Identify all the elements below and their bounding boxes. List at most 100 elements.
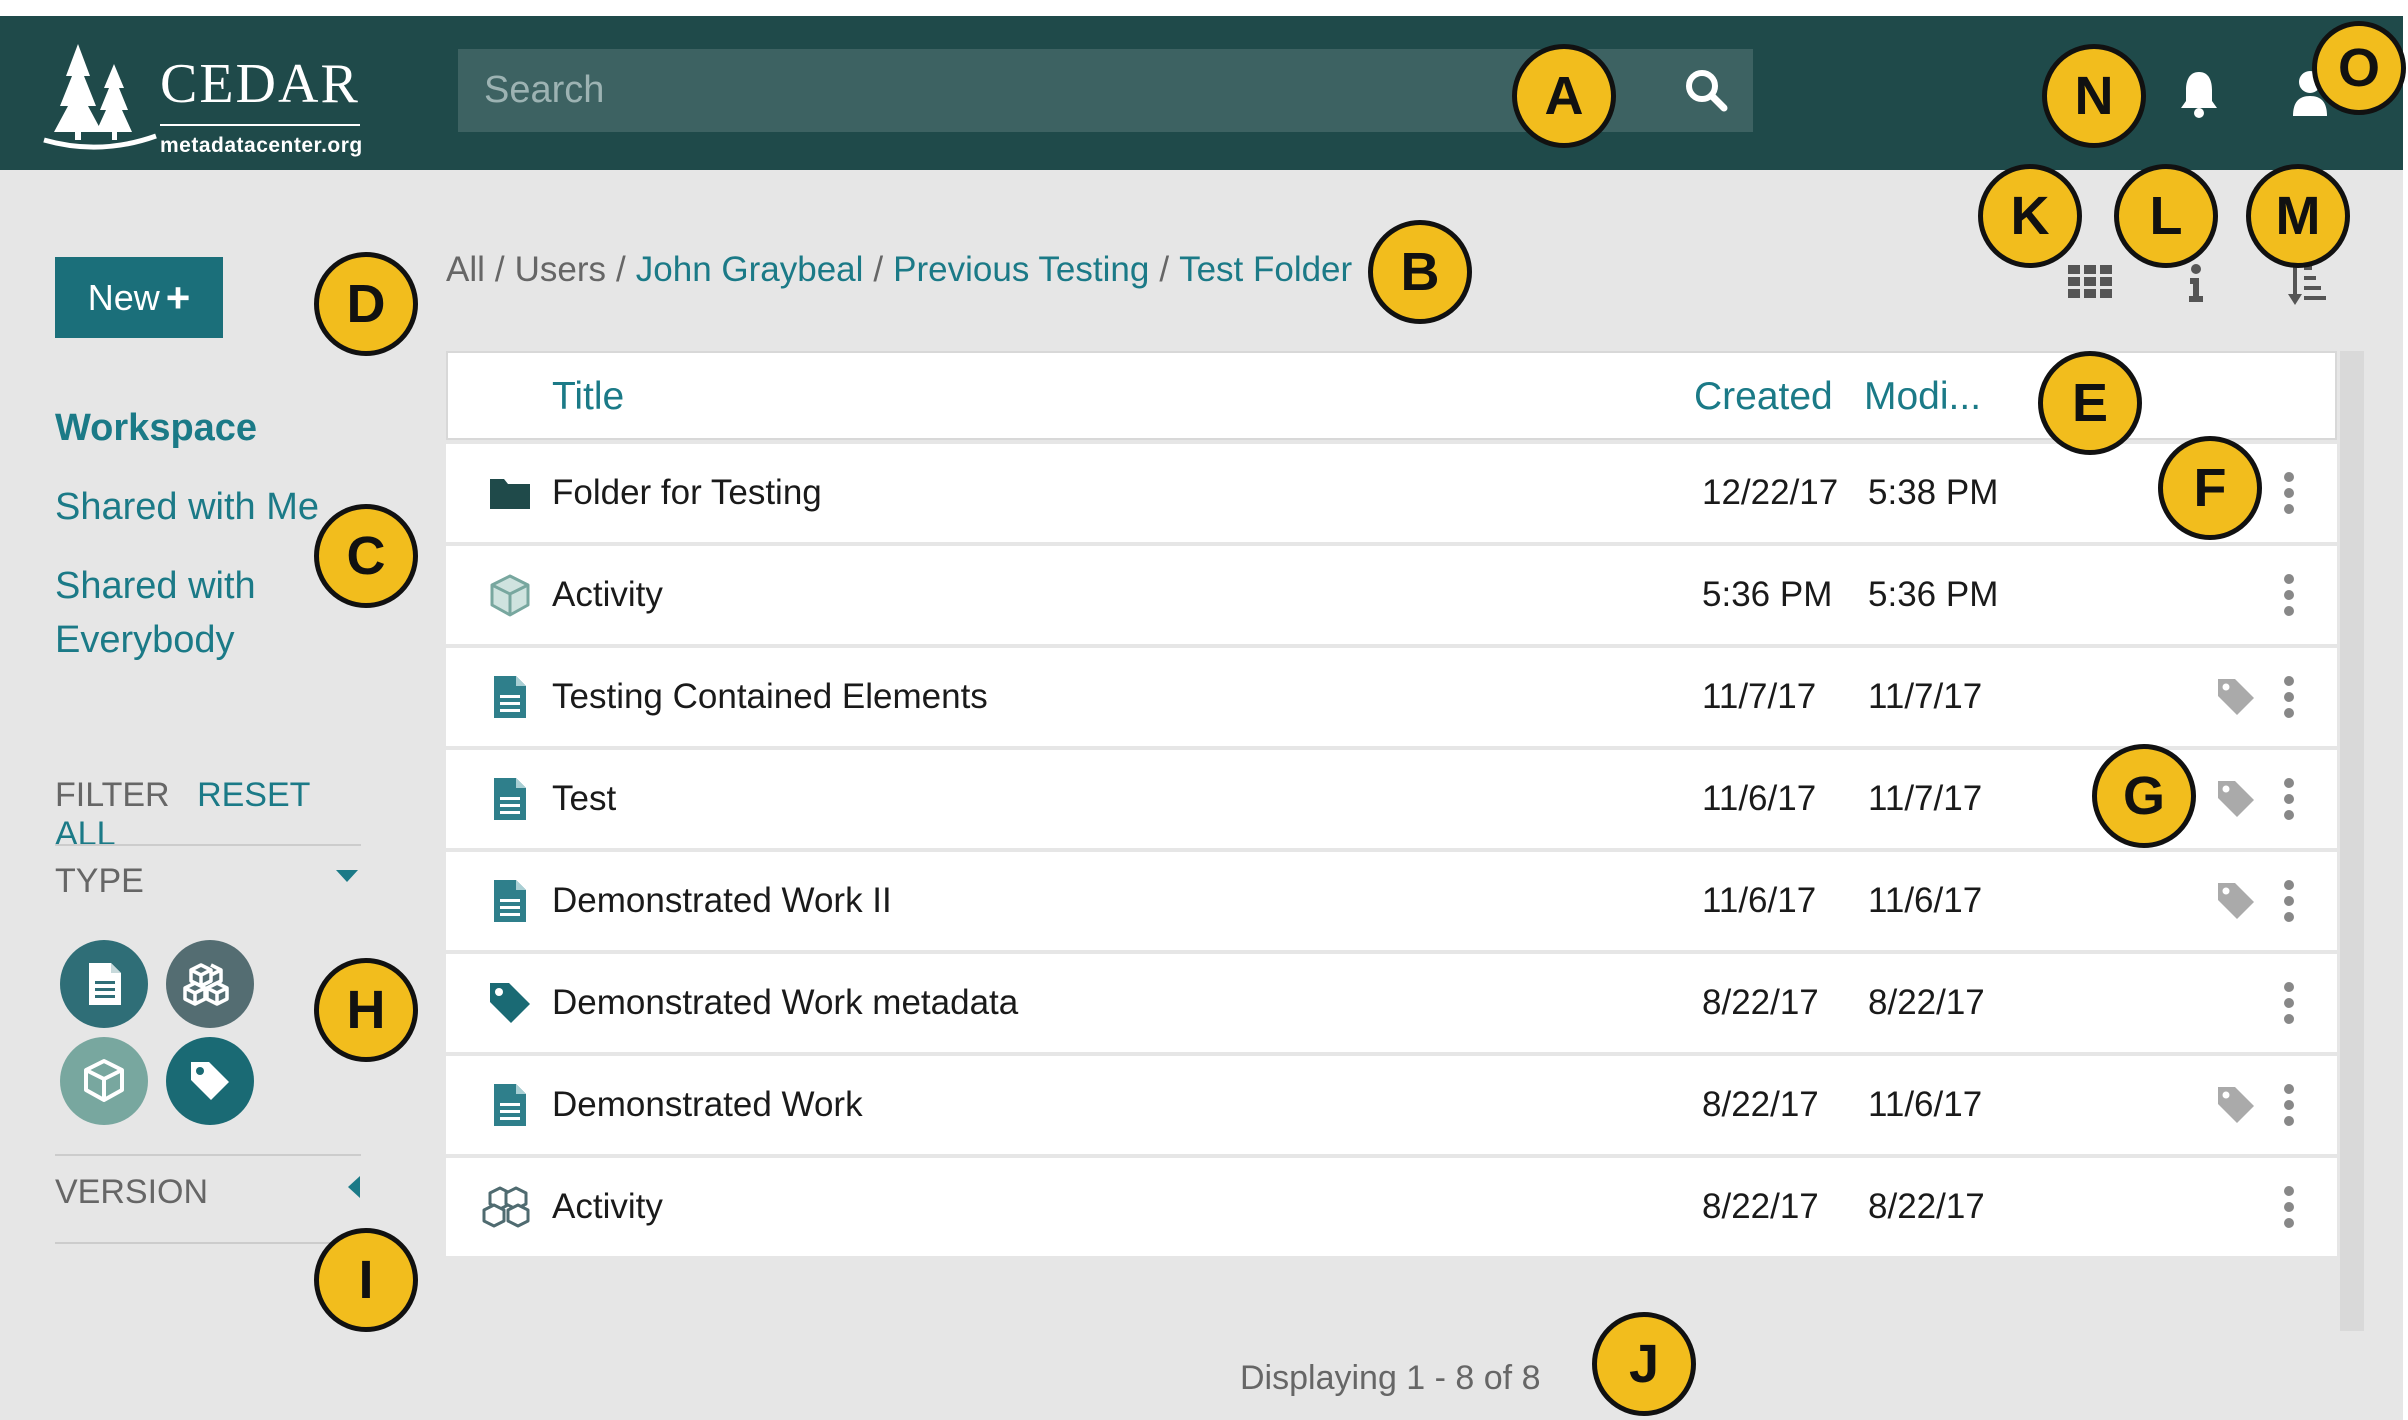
table-row[interactable]: Test 11/6/17 11/7/17 [446, 750, 2337, 848]
nav-shared-with-everybody-line2: Everybody [55, 619, 235, 661]
tag-icon [490, 983, 530, 1023]
logo-title: CEDAR [160, 53, 360, 115]
callout-k: K [1978, 164, 2082, 268]
tag-icon[interactable] [2216, 677, 2256, 717]
chevron-left-icon[interactable] [348, 1176, 360, 1198]
row-title: Folder for Testing [552, 473, 822, 512]
table-row[interactable]: Folder for Testing 12/22/17 5:38 PM [446, 444, 2337, 542]
type-divider [55, 1154, 361, 1156]
scrollbar[interactable] [2340, 351, 2364, 1331]
row-modified: 8/22/17 [1868, 983, 1985, 1022]
breadcrumb-all[interactable]: All [446, 250, 485, 289]
type-facet-label[interactable]: TYPE [55, 862, 144, 900]
type-filter-element[interactable] [166, 940, 254, 1028]
table-row[interactable]: Activity 5:36 PM 5:36 PM [446, 546, 2337, 644]
template-icon [89, 963, 121, 1005]
filter-header: FILTER RESET ALL [55, 776, 365, 854]
breadcrumb-current-folder[interactable]: Test Folder [1179, 250, 1353, 289]
row-title: Demonstrated Work metadata [552, 983, 1019, 1022]
table-row[interactable]: Demonstrated Work metadata 8/22/17 8/22/… [446, 954, 2337, 1052]
row-created: 5:36 PM [1702, 575, 1833, 614]
more-options-icon[interactable] [2281, 470, 2297, 516]
breadcrumb-separator: / [1159, 250, 1170, 289]
row-title: Demonstrated Work II [552, 881, 892, 920]
more-options-icon[interactable] [2281, 980, 2297, 1026]
info-icon[interactable] [2188, 264, 2204, 302]
row-modified: 5:36 PM [1868, 575, 1999, 614]
breadcrumb-previous-testing[interactable]: Previous Testing [893, 250, 1150, 289]
version-facet-label[interactable]: VERSION [55, 1173, 209, 1211]
type-filter-instance[interactable] [166, 1037, 254, 1125]
more-options-icon[interactable] [2281, 1184, 2297, 1230]
table-header: Title Created Modi... [446, 351, 2337, 440]
app-window: CEDAR metadatacenter.org New + Workspace… [0, 16, 2406, 1420]
breadcrumb-separator: / [616, 250, 626, 289]
more-options-icon[interactable] [2281, 674, 2297, 720]
plus-icon: + [165, 273, 191, 321]
callout-b: B [1368, 220, 1472, 324]
breadcrumb-user[interactable]: John Graybeal [635, 250, 864, 289]
row-modified: 8/22/17 [1868, 1187, 1985, 1226]
column-created[interactable]: Created [1694, 375, 1833, 418]
nav-shared-with-everybody-line1: Shared with [55, 565, 256, 607]
callout-f: F [2158, 436, 2262, 540]
callout-n: N [2042, 44, 2146, 148]
tag-icon[interactable] [2216, 779, 2256, 819]
row-created: 11/6/17 [1702, 881, 1817, 920]
callout-l: L [2114, 164, 2218, 268]
tag-icon[interactable] [2216, 881, 2256, 921]
logo-subtitle: metadatacenter.org [160, 134, 363, 157]
table-row[interactable]: Demonstrated Work 8/22/17 11/6/17 [446, 1056, 2337, 1154]
breadcrumb-users[interactable]: Users [514, 250, 607, 289]
table-row[interactable]: Testing Contained Elements 11/7/17 11/7/… [446, 648, 2337, 746]
more-options-icon[interactable] [2281, 878, 2297, 924]
element-icon [183, 963, 229, 1006]
row-title: Test [552, 779, 617, 818]
tag-icon[interactable] [2216, 1085, 2256, 1125]
filter-label: FILTER [55, 776, 170, 814]
nav-shared-with-me[interactable]: Shared with Me [55, 486, 320, 528]
table-row[interactable]: Demonstrated Work II 11/6/17 11/6/17 [446, 852, 2337, 950]
row-title: Testing Contained Elements [552, 677, 988, 716]
nav-workspace[interactable]: Workspace [55, 407, 258, 449]
row-created: 8/22/17 [1702, 983, 1819, 1022]
pagination-count: Displaying 1 - 8 of 8 [1240, 1359, 1541, 1397]
callout-c: C [314, 504, 418, 608]
callout-o: O [2312, 21, 2406, 115]
row-title: Activity [552, 575, 663, 614]
filter-divider [55, 844, 361, 846]
column-modified[interactable]: Modi... [1864, 375, 1982, 418]
more-options-icon[interactable] [2281, 776, 2297, 822]
type-filter-field[interactable] [60, 1037, 148, 1125]
table-row[interactable]: Activity 8/22/17 8/22/17 [446, 1158, 2337, 1256]
chevron-down-icon[interactable] [336, 870, 358, 884]
more-options-icon[interactable] [2281, 1082, 2297, 1128]
cedar-logo[interactable]: CEDAR metadatacenter.org [40, 36, 370, 157]
more-options-icon[interactable] [2281, 572, 2297, 618]
notifications-bell-icon[interactable] [2178, 68, 2220, 118]
reset-all-link[interactable]: RESET ALL [55, 776, 310, 853]
element-icon [482, 1186, 530, 1228]
column-title[interactable]: Title [552, 375, 625, 418]
new-button-label: New [87, 276, 160, 318]
field-icon [490, 574, 530, 617]
row-modified: 11/6/17 [1868, 1085, 1983, 1124]
search-icon[interactable] [1683, 67, 1729, 113]
callout-i: I [314, 1228, 418, 1332]
tag-icon [191, 1062, 229, 1100]
version-divider [55, 1242, 361, 1244]
row-title: Demonstrated Work [552, 1085, 863, 1124]
callout-j: J [1592, 1312, 1696, 1416]
row-created: 8/22/17 [1702, 1187, 1819, 1226]
callout-m: M [2246, 164, 2350, 268]
folder-icon [490, 479, 530, 509]
callout-d: D [314, 252, 418, 356]
search-input[interactable] [458, 49, 1638, 132]
row-modified: 11/7/17 [1868, 779, 1983, 818]
grid-view-icon[interactable] [2068, 265, 2112, 299]
sort-icon[interactable] [2288, 260, 2328, 306]
new-button[interactable]: New + [55, 257, 223, 338]
resource-table: Title Created Modi... Folder for Testing… [446, 351, 2337, 1256]
nav-shared-with-everybody[interactable]: Shared with Everybody [55, 559, 256, 667]
type-filter-template[interactable] [60, 940, 148, 1028]
